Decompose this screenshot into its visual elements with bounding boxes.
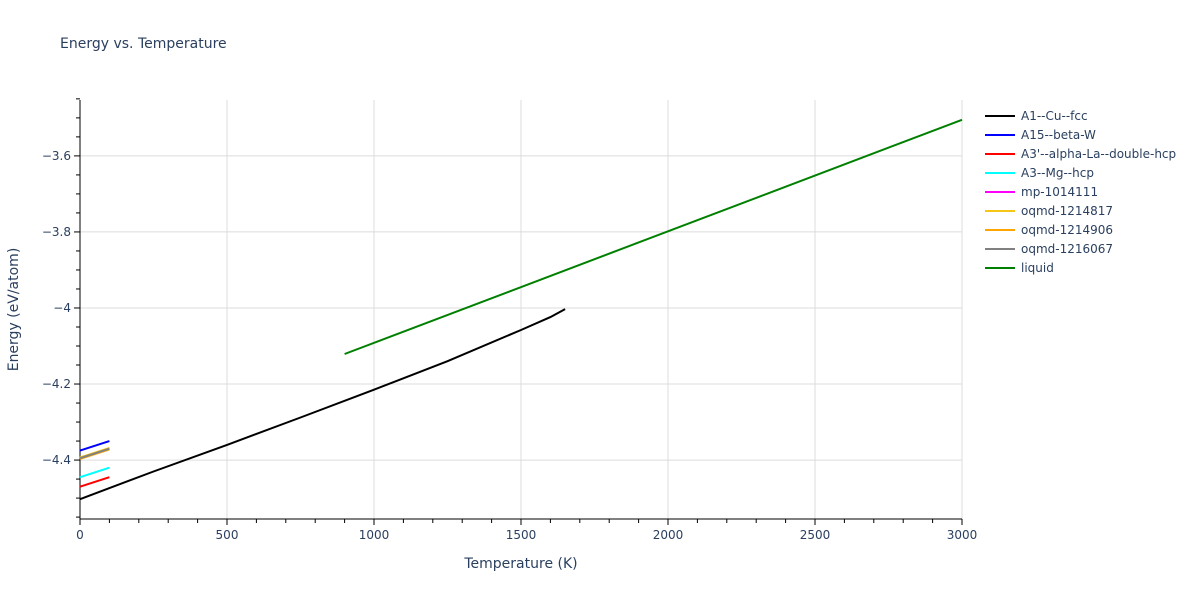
x-tick-label: 3000 xyxy=(947,528,978,542)
legend-item[interactable]: mp-1014111 xyxy=(985,182,1176,201)
legend-swatch-icon xyxy=(985,190,1015,193)
series-line-a3-mg-hcp[interactable] xyxy=(79,466,110,479)
legend-label: A15--beta-W xyxy=(1021,127,1096,142)
x-tick-label: 2500 xyxy=(800,528,831,542)
series-line-a15-beta-w[interactable] xyxy=(79,440,110,452)
legend-item[interactable]: liquid xyxy=(985,258,1176,277)
legend-swatch-icon xyxy=(985,209,1015,212)
legend-label: A3'--alpha-La--double-hcp xyxy=(1021,146,1177,161)
legend-item[interactable]: A1--Cu--fcc xyxy=(985,106,1176,125)
legend-item[interactable]: A15--beta-W xyxy=(985,125,1176,144)
y-axis-title: Energy (eV/atom) xyxy=(6,248,22,372)
legend-label: A1--Cu--fcc xyxy=(1021,108,1088,123)
legend-label: A3--Mg--hcp xyxy=(1021,165,1094,180)
legend-swatch-icon xyxy=(985,266,1015,269)
y-tick-label: −4.2 xyxy=(42,377,71,391)
x-tick-label: 500 xyxy=(216,528,239,542)
legend-label: liquid xyxy=(1021,260,1054,275)
legend-swatch-icon xyxy=(985,152,1015,155)
x-tick-label: 2000 xyxy=(653,528,684,542)
legend-label: mp-1014111 xyxy=(1021,184,1099,199)
legend-label: oqmd-1216067 xyxy=(1021,241,1114,256)
legend-item[interactable]: oqmd-1214906 xyxy=(985,220,1176,239)
legend-label: oqmd-1214906 xyxy=(1021,222,1114,237)
series-line-oqmd-1216067[interactable] xyxy=(79,447,110,460)
legend-label: oqmd-1214817 xyxy=(1021,203,1114,218)
series-line-liquid[interactable] xyxy=(344,118,963,355)
x-axis-title: Temperature (K) xyxy=(463,556,577,572)
legend: A1--Cu--fcc A15--beta-W A3'--alpha-La--dou… xyxy=(985,106,1176,277)
legend-item[interactable]: A3--Mg--hcp xyxy=(985,163,1176,182)
x-tick-label: 1000 xyxy=(359,528,390,542)
y-tick-label: −4 xyxy=(53,301,71,315)
y-tick-label: −4.4 xyxy=(42,453,71,467)
y-tick-label: −3.6 xyxy=(42,149,71,163)
legend-item[interactable]: oqmd-1216067 xyxy=(985,239,1176,258)
legend-swatch-icon xyxy=(985,247,1015,250)
legend-item[interactable]: A3'--alpha-La--double-hcp xyxy=(985,144,1176,163)
x-tick-label: 0 xyxy=(76,528,84,542)
y-tick-label: −3.8 xyxy=(42,225,71,239)
legend-item[interactable]: oqmd-1214817 xyxy=(985,201,1176,220)
legend-swatch-icon xyxy=(985,171,1015,174)
x-tick-label: 1500 xyxy=(506,528,537,542)
legend-swatch-icon xyxy=(985,133,1015,136)
series-line-a1-cu-fcc[interactable] xyxy=(79,308,566,501)
legend-swatch-icon xyxy=(985,228,1015,231)
chart-title: Energy vs. Temperature xyxy=(60,36,227,52)
legend-swatch-icon xyxy=(985,114,1015,117)
series-line-a3-alpha-la-double-hcp[interactable] xyxy=(79,476,110,488)
